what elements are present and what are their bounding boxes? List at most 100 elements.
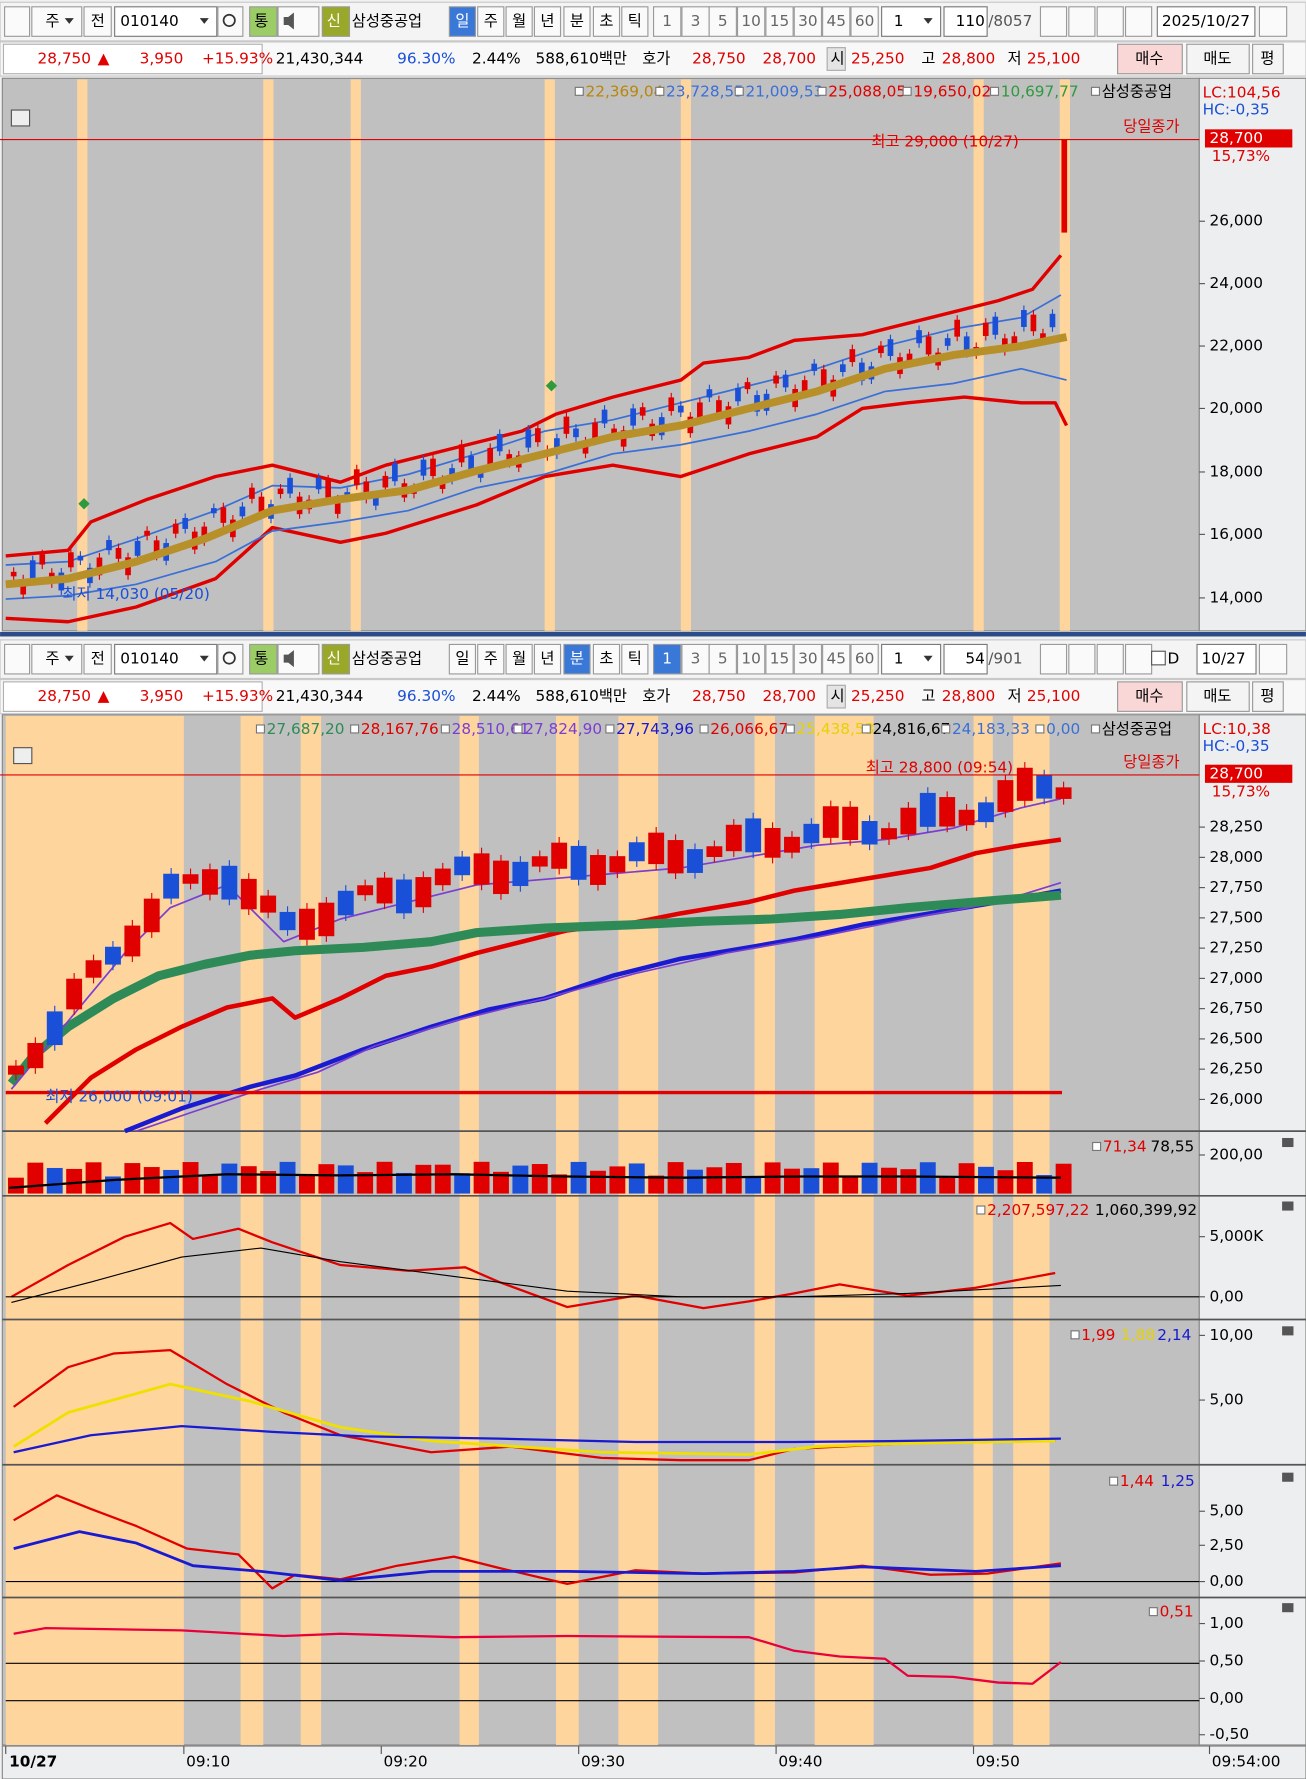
panel-close[interactable] [1282,1472,1294,1482]
toolbar-button[interactable] [822,6,851,37]
toolbar-button[interactable] [1096,6,1124,37]
toolbar-button[interactable] [477,643,505,675]
panel-close[interactable] [1282,1137,1294,1148]
avg-button[interactable] [1252,43,1284,75]
toolbar-button[interactable] [321,643,351,675]
date-input[interactable] [1156,6,1256,37]
toolbar-button[interactable] [793,643,823,675]
toolbar-button[interactable] [822,643,851,675]
sell-button-text[interactable]: 매도 [1203,49,1231,67]
toolbar-button[interactable] [653,643,682,675]
period-button[interactable]: 월 [512,650,526,668]
toolbar-button[interactable] [1039,643,1068,675]
sell-button[interactable] [1186,43,1250,75]
toolbar-button[interactable] [1039,6,1068,37]
toolbar-button[interactable] [533,643,562,675]
avg-button[interactable] [1252,681,1284,712]
toolbar-button[interactable] [708,6,737,37]
interval-button[interactable]: 3 [691,650,701,668]
period-button[interactable]: 일 [455,650,469,668]
period-button[interactable]: 초 [599,12,613,30]
toolbar-button[interactable] [653,6,682,37]
buy-button-text[interactable]: 매수 [1135,49,1163,67]
buy-button[interactable] [1117,43,1183,75]
period-button[interactable]: 주 [484,12,498,30]
toolbar-button[interactable] [592,6,621,37]
period-button[interactable]: 주 [484,650,498,668]
avg-button-text[interactable]: 평 [1260,687,1274,705]
toolbar-button[interactable] [249,6,278,37]
toolbar-button[interactable] [448,643,477,675]
tong-button[interactable]: 통 [254,12,268,30]
period-button[interactable]: 월 [512,12,526,30]
period-button[interactable]: 분 [570,650,584,668]
toolbar-button[interactable] [621,6,649,37]
interval-button[interactable]: 1 [662,650,672,668]
interval-button[interactable]: 5 [718,650,728,668]
toolbar-button[interactable] [4,643,31,675]
panel-close[interactable] [1282,1201,1294,1211]
interval-button[interactable]: 5 [718,12,728,30]
date-input[interactable] [1196,643,1257,675]
sin-button[interactable]: 신 [327,12,341,30]
code-input[interactable] [114,6,218,37]
interval-button[interactable]: 3 [691,12,701,30]
toolbar-button[interactable] [1258,6,1288,37]
toolbar-button[interactable] [249,643,278,675]
buy-button[interactable] [1117,681,1183,712]
avg-button-text[interactable]: 평 [1260,49,1274,67]
toolbar-button[interactable] [563,643,591,675]
checkbox[interactable] [1151,650,1166,666]
toolbar-button[interactable] [850,6,879,37]
toolbar-button[interactable] [31,6,83,37]
kind-button[interactable]: 주 [45,12,59,30]
count-input[interactable] [943,643,988,675]
toolbar-button[interactable] [1124,643,1153,675]
period-button[interactable]: 초 [599,650,613,668]
unit-input[interactable] [881,643,942,675]
tong-button[interactable]: 통 [254,650,268,668]
toolbar-button[interactable] [83,643,112,675]
toolbar-button[interactable] [850,643,879,675]
toolbar-button[interactable] [765,6,794,37]
toolbar-button[interactable] [681,6,710,37]
kind-button[interactable]: 주 [45,650,59,668]
buy-button-text[interactable]: 매수 [1135,687,1163,705]
sin-button[interactable]: 신 [327,650,341,668]
period-button[interactable]: 년 [540,12,554,30]
toolbar-button[interactable] [217,6,244,37]
toolbar-button[interactable] [321,6,351,37]
toolbar-button[interactable] [533,6,562,37]
code-input[interactable] [114,643,218,675]
toolbar-button[interactable] [736,6,766,37]
unit-input[interactable] [881,6,942,37]
toolbar-button[interactable] [1124,6,1153,37]
toolbar-button[interactable] [1096,643,1124,675]
toolbar-button[interactable] [1068,6,1096,37]
interval-button[interactable]: 15 [770,650,789,668]
toolbar-button[interactable] [31,643,83,675]
sell-button-text[interactable]: 매도 [1203,687,1231,705]
toolbar-button[interactable] [563,6,591,37]
interval-button[interactable]: 30 [798,650,817,668]
toolbar-button[interactable] [708,643,737,675]
period-button[interactable]: 틱 [628,12,642,30]
period-button[interactable]: 일 [455,12,469,30]
interval-button[interactable]: 15 [770,12,789,30]
toolbar-button[interactable] [592,643,621,675]
toolbar-button[interactable] [505,643,533,675]
interval-button[interactable]: 60 [855,12,874,30]
toolbar-button[interactable] [505,6,533,37]
interval-button[interactable]: 1 [662,12,672,30]
sell-button[interactable] [1186,681,1250,712]
toolbar-button[interactable] [83,6,112,37]
interval-button[interactable]: 60 [855,650,874,668]
toolbar-button[interactable] [448,6,477,37]
prev-button[interactable]: 전 [91,12,105,30]
prev-button[interactable]: 전 [91,650,105,668]
interval-button[interactable]: 10 [741,650,760,668]
toolbar-button[interactable] [793,6,823,37]
count-input[interactable] [943,6,988,37]
period-button[interactable]: 틱 [628,650,642,668]
interval-button[interactable]: 45 [826,650,845,668]
